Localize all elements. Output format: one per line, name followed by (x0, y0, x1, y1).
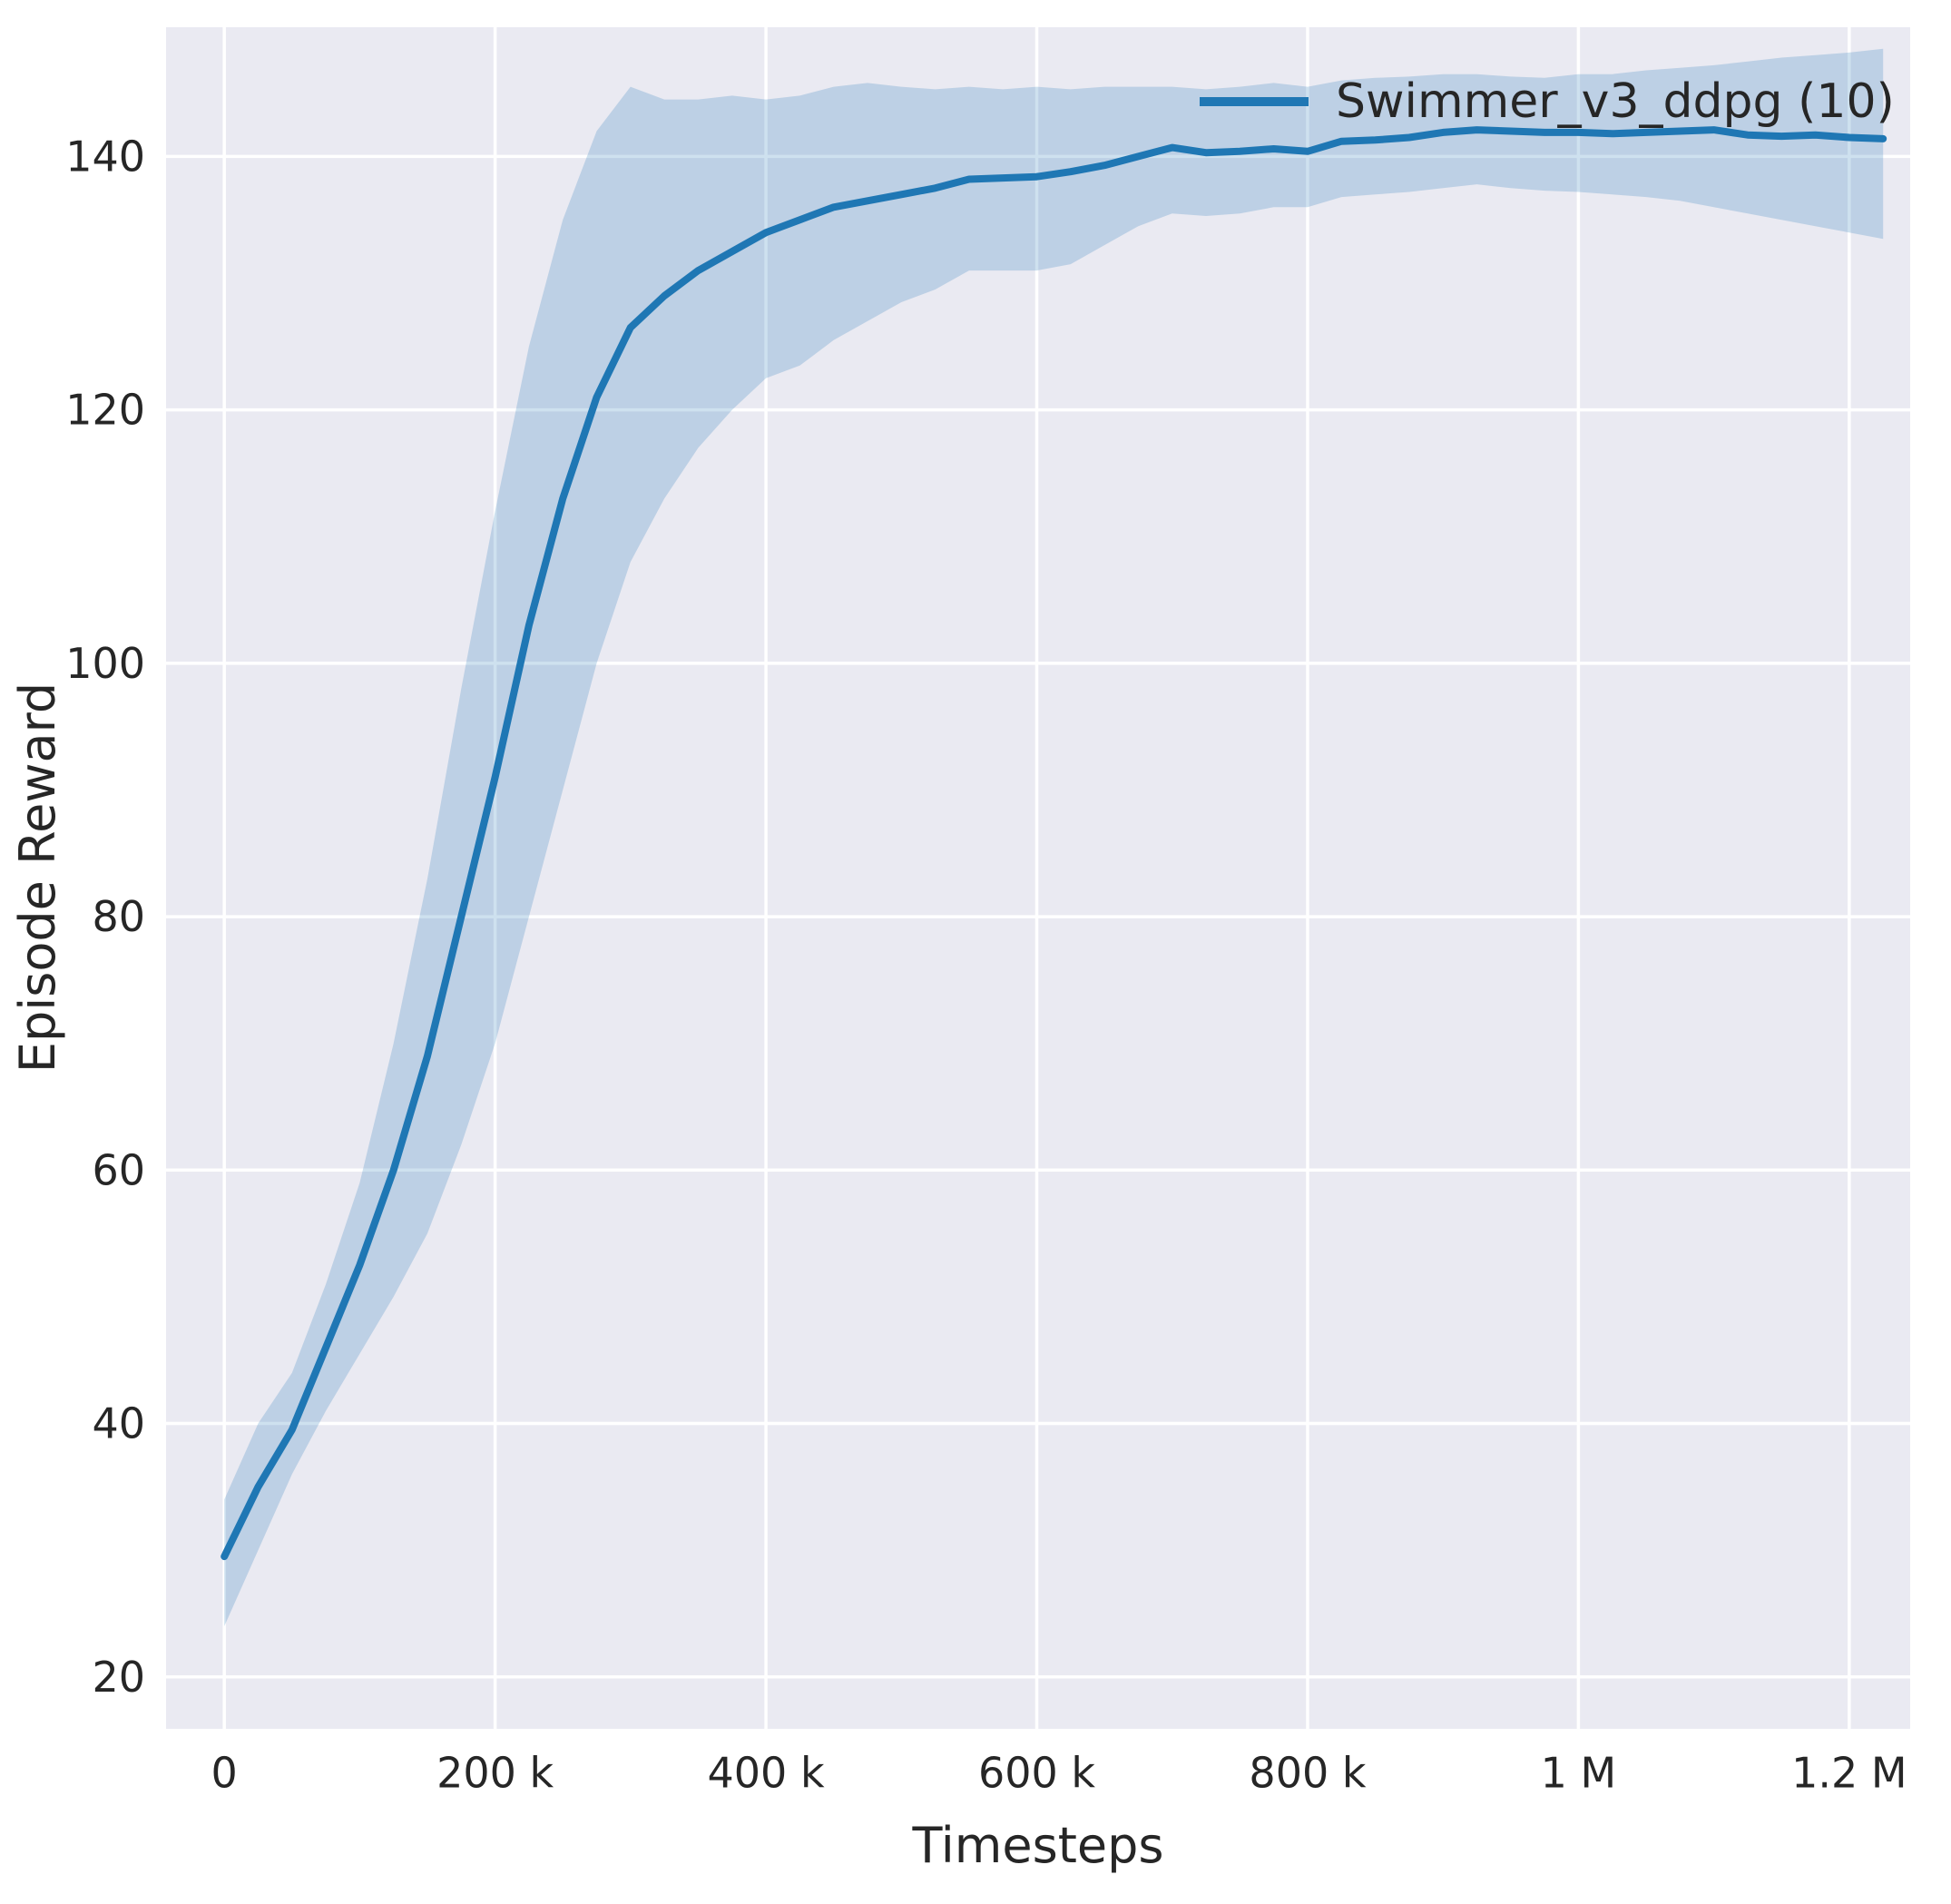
legend: Swimmer_v3_ddpg (10) (1200, 74, 1895, 129)
y-tick-labels: 20 40 60 80 100 120 140 (65, 132, 145, 1701)
x-tick-label: 200 k (436, 1748, 554, 1797)
x-tick-label: 1 M (1541, 1748, 1617, 1797)
y-tick-label: 120 (65, 386, 145, 435)
x-tick-label: 600 k (978, 1748, 1095, 1797)
y-tick-label: 100 (65, 639, 145, 688)
x-tick-label: 1.2 M (1791, 1748, 1907, 1797)
mean-line (221, 126, 1887, 1561)
y-tick-label: 80 (92, 892, 145, 941)
x-tick-labels: 0 200 k 400 k 600 k 800 k 1 M 1.2 M (211, 1748, 1907, 1797)
y-axis-label: Episode Reward (9, 682, 66, 1073)
x-tick-label: 400 k (708, 1748, 825, 1797)
legend-label: Swimmer_v3_ddpg (10) (1336, 74, 1895, 129)
x-axis-label: Timesteps (911, 1817, 1163, 1874)
y-tick-label: 60 (92, 1145, 145, 1194)
y-tick-label: 40 (92, 1399, 145, 1448)
confidence-band (224, 48, 1884, 1626)
y-tick-label: 140 (65, 132, 145, 181)
y-tick-label: 20 (92, 1653, 145, 1702)
x-tick-label: 800 k (1249, 1748, 1366, 1797)
gridlines (166, 27, 1910, 1729)
x-tick-label: 0 (211, 1748, 238, 1797)
